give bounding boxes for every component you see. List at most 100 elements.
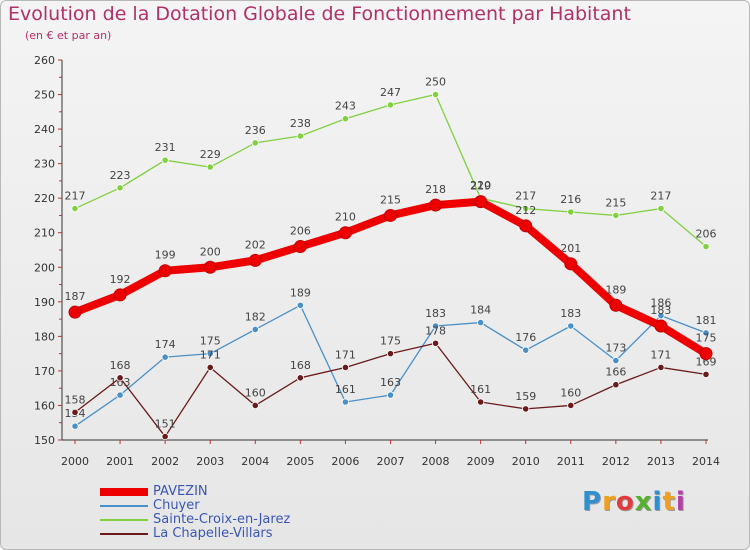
data-point [296,374,304,382]
data-label: 186 [650,297,671,310]
data-label: 229 [200,148,221,161]
data-point [251,325,259,334]
data-label: 215 [605,196,626,209]
data-point [431,339,440,347]
data-point [384,208,397,222]
legend-label: La Chapelle-Villars [153,526,273,541]
data-label: 161 [335,383,356,396]
x-tick-label: 2011 [557,455,585,468]
legend-label: Chuyer [153,498,200,513]
data-point [429,198,443,212]
x-tick-label: 2004 [241,455,269,468]
x-tick-label: 2010 [512,455,540,468]
x-tick-label: 2009 [467,455,495,468]
x-tick-label: 2012 [602,455,630,468]
data-point [206,350,214,358]
series-line-sainte-croix-en-jarez [74,93,707,248]
data-point [431,90,440,99]
data-label: 187 [65,290,86,303]
data-point [338,226,352,240]
data-point [702,329,710,337]
x-tick-label: 2005 [286,455,314,468]
data-point [206,363,214,372]
data-point [477,398,485,406]
data-label: 166 [605,366,626,379]
data-point [251,401,259,410]
data-label: 250 [425,76,446,89]
data-label: 183 [425,307,446,320]
y-tick-label: 220 [34,192,55,205]
data-label: 192 [110,273,131,286]
data-label: 168 [110,359,131,372]
y-tick-label: 240 [34,123,55,136]
data-point [251,139,259,147]
data-point [564,257,578,271]
x-tick-label: 2000 [61,455,89,468]
legend-swatch [100,519,148,521]
legend-label: Sainte-Croix-en-Jarez [153,512,291,527]
data-point [567,208,575,216]
data-label: 189 [605,283,626,296]
chart-subtitle: (en € et par an) [25,29,112,42]
data-point [203,260,217,274]
data-label: 160 [560,386,581,399]
y-tick-label: 190 [34,296,55,309]
data-label: 175 [380,335,401,348]
data-label: 216 [560,193,581,206]
x-tick-label: 2013 [647,455,675,468]
x-tick-label: 2001 [106,455,134,468]
data-label: 217 [650,190,671,203]
data-label: 181 [696,314,717,327]
proxiti-logo: Proxiti [582,487,686,517]
legend-item: Chuyer [100,498,360,513]
y-tick-label: 200 [34,261,55,274]
data-point [702,370,710,378]
data-point [567,322,575,330]
data-label: 217 [515,190,536,203]
series-line-pavezin [71,197,710,358]
data-label: 212 [515,204,536,217]
data-point [68,305,82,319]
data-point [612,356,620,365]
data-point [161,353,169,361]
data-label: 174 [155,338,176,351]
x-tick-label: 2003 [196,455,224,468]
x-tick-label: 2008 [422,455,450,468]
legend-item: PAVEZIN [100,484,360,499]
data-label: 215 [380,193,401,206]
data-point [702,242,710,251]
data-label: 175 [696,332,717,345]
y-tick-label: 230 [34,158,55,171]
data-point [609,298,623,312]
data-point [386,391,395,399]
data-label: 161 [470,383,491,396]
data-point [522,346,530,354]
data-point [612,211,620,220]
data-label: 171 [335,348,356,361]
data-label: 159 [515,390,536,403]
data-point [386,101,395,109]
data-point [341,398,350,406]
data-label: 243 [335,100,356,113]
data-label: 202 [245,238,266,251]
data-point [116,184,124,192]
data-label: 218 [425,183,446,196]
x-tick-label: 2007 [377,455,405,468]
data-point [386,350,395,358]
legend-item: La Chapelle-Villars [100,526,360,541]
data-point [654,319,668,333]
data-point [519,219,533,233]
data-label: 178 [425,324,446,337]
data-label: 183 [650,304,671,317]
data-label: 163 [110,376,131,389]
legend-swatch [100,488,148,496]
data-label: 182 [245,310,266,323]
data-point [657,363,665,372]
data-label: 171 [650,348,671,361]
data-point [293,240,307,254]
data-label: 168 [290,359,311,372]
data-point [612,381,620,389]
data-label: 158 [65,393,86,406]
